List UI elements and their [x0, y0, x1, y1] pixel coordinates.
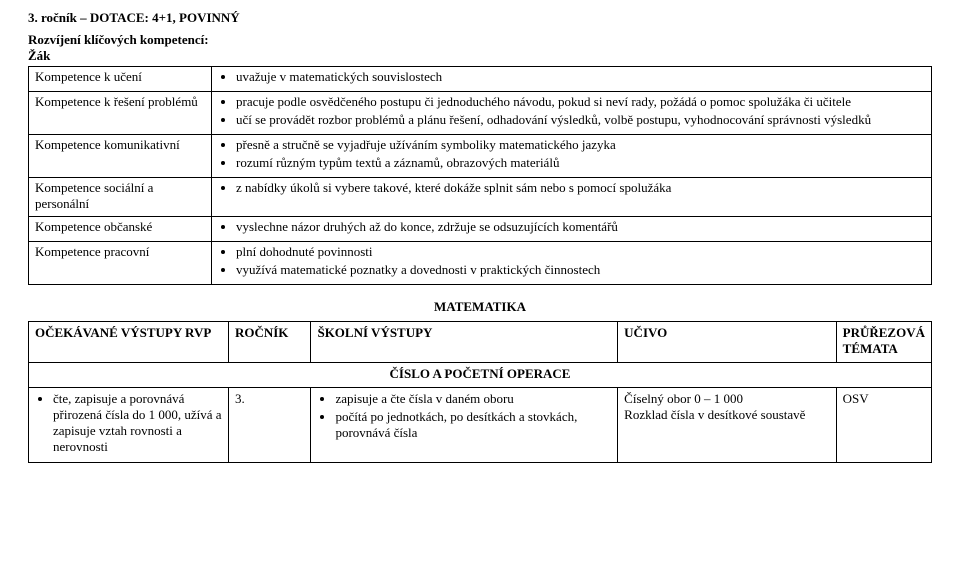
- table-row: Kompetence sociální a personální z nabídk…: [29, 178, 932, 217]
- table-row: čte, zapisuje a porovnává přirozená čísl…: [29, 388, 932, 463]
- list-item: z nabídky úkolů si vybere takové, které …: [236, 180, 925, 196]
- competency-label: Kompetence k učení: [29, 67, 212, 92]
- list-item: uvažuje v matematických souvislostech: [236, 69, 925, 85]
- subject-heading: MATEMATIKA: [28, 299, 932, 315]
- list-item: vyslechne názor druhých až do konce, zdr…: [236, 219, 925, 235]
- th-curriculum: UČIVO: [618, 322, 836, 363]
- competency-label: Kompetence k řešení problémů: [29, 92, 212, 135]
- list-item: plní dohodnuté povinnosti: [236, 244, 925, 260]
- competency-items: přesně a stručně se vyjadřuje užíváním s…: [212, 135, 932, 178]
- page-title: 3. ročník – DOTACE: 4+1, POVINNÝ: [28, 10, 932, 26]
- cell-expected: čte, zapisuje a porovnává přirozená čísl…: [29, 388, 229, 463]
- section-row: ČÍSLO A POČETNÍ OPERACE: [29, 363, 932, 388]
- competency-label: Kompetence sociální a personální: [29, 178, 212, 217]
- table-row: Kompetence občanské vyslechne názor druhý…: [29, 217, 932, 242]
- th-grade: ROČNÍK: [228, 322, 311, 363]
- list-item: učí se provádět rozbor problémů a plánu …: [236, 112, 925, 128]
- list-item: rozumí různým typům textů a záznamů, obr…: [236, 155, 925, 171]
- list-item: počítá po jednotkách, po desítkách a sto…: [335, 409, 611, 441]
- competency-items: vyslechne názor druhých až do konce, zdr…: [212, 217, 932, 242]
- table-row: Kompetence k řešení problémů pracuje podl…: [29, 92, 932, 135]
- competency-label: Kompetence pracovní: [29, 242, 212, 285]
- outcomes-table: OČEKÁVANÉ VÝSTUPY RVP ROČNÍK ŠKOLNÍ VÝST…: [28, 321, 932, 463]
- section-title: ČÍSLO A POČETNÍ OPERACE: [29, 363, 932, 388]
- th-cross-topics: PRŮŘEZOVÁ TÉMATA: [836, 322, 931, 363]
- competency-items: z nabídky úkolů si vybere takové, které …: [212, 178, 932, 217]
- cell-grade: 3.: [228, 388, 311, 463]
- competency-table: Kompetence k učení uvažuje v matematickýc…: [28, 66, 932, 285]
- competency-label: Kompetence občanské: [29, 217, 212, 242]
- competency-items: uvažuje v matematických souvislostech: [212, 67, 932, 92]
- th-school-outputs: ŠKOLNÍ VÝSTUPY: [311, 322, 618, 363]
- list-item: čte, zapisuje a porovnává přirozená čísl…: [53, 391, 222, 455]
- competency-items: plní dohodnuté povinnosti využívá matemat…: [212, 242, 932, 285]
- list-item: využívá matematické poznatky a dovednost…: [236, 262, 925, 278]
- cell-cross: OSV: [836, 388, 931, 463]
- subtitle-competencies: Rozvíjení klíčových kompetencí:: [28, 32, 932, 48]
- table-row: Kompetence k učení uvažuje v matematickýc…: [29, 67, 932, 92]
- table-row: Kompetence komunikativní přesně a stručně…: [29, 135, 932, 178]
- cell-curriculum: Číselný obor 0 – 1 000Rozklad čísla v de…: [618, 388, 836, 463]
- competency-items: pracuje podle osvědčeného postupu či jed…: [212, 92, 932, 135]
- competency-label: Kompetence komunikativní: [29, 135, 212, 178]
- th-expected: OČEKÁVANÉ VÝSTUPY RVP: [29, 322, 229, 363]
- table-header-row: OČEKÁVANÉ VÝSTUPY RVP ROČNÍK ŠKOLNÍ VÝST…: [29, 322, 932, 363]
- cell-school-outputs: zapisuje a čte čísla v daném oboru počítá…: [311, 388, 618, 463]
- list-item: pracuje podle osvědčeného postupu či jed…: [236, 94, 925, 110]
- table-row: Kompetence pracovníplní dohodnuté povinn…: [29, 242, 932, 285]
- list-item: přesně a stručně se vyjadřuje užíváním s…: [236, 137, 925, 153]
- list-item: zapisuje a čte čísla v daném oboru: [335, 391, 611, 407]
- subtitle-pupil: Žák: [28, 48, 932, 64]
